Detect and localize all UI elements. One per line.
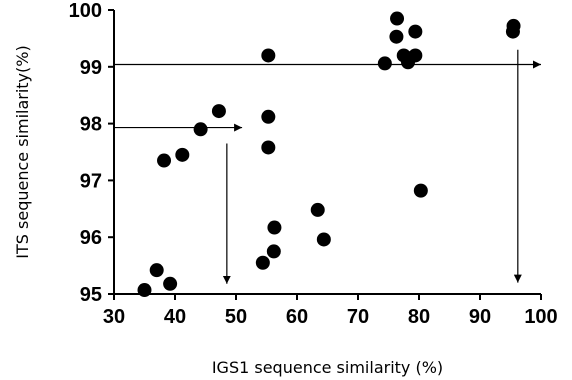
data-point [175, 147, 190, 162]
data-point [389, 29, 404, 44]
y-tick-label: 100 [69, 0, 102, 22]
y-axis-ticks: 95 96 97 98 99 100 [69, 0, 114, 306]
data-point [193, 122, 208, 137]
x-axis-ticks: 30 40 50 60 70 80 90 100 [103, 294, 558, 328]
data-point [390, 11, 405, 26]
data-point [211, 104, 226, 119]
y-tick-label: 98 [80, 114, 102, 136]
data-point [261, 109, 276, 124]
data-point [408, 48, 423, 63]
x-tick-label: 100 [524, 306, 557, 328]
axes [113, 10, 541, 295]
data-point [377, 56, 392, 71]
data-point [261, 48, 276, 63]
data-point [157, 153, 172, 168]
data-point [506, 18, 521, 33]
data-point [408, 24, 423, 39]
x-tick-label: 60 [286, 306, 308, 328]
data-point [267, 220, 282, 235]
x-tick-label: 50 [225, 306, 247, 328]
data-point [316, 232, 331, 247]
x-tick-label: 70 [347, 306, 369, 328]
y-tick-label: 96 [80, 227, 102, 249]
data-point [261, 140, 276, 155]
data-point [310, 202, 325, 217]
data-point [255, 255, 270, 270]
data-point [163, 276, 178, 291]
arrow-annotations [114, 49, 541, 284]
x-tick-label: 40 [164, 306, 186, 328]
y-tick-label: 99 [80, 57, 102, 79]
x-tick-label: 90 [469, 306, 491, 328]
y-axis-title: ITS sequence similarity(%) [13, 45, 32, 258]
data-point [149, 263, 164, 278]
data-point [137, 283, 152, 298]
x-axis-title: IGS1 sequence similarity (%) [212, 358, 443, 377]
x-tick-label: 30 [103, 306, 125, 328]
data-point [266, 244, 281, 259]
y-tick-label: 97 [80, 170, 102, 192]
data-point [413, 183, 428, 198]
data-points [137, 11, 521, 298]
x-tick-label: 80 [408, 306, 430, 328]
y-tick-label: 95 [80, 284, 102, 306]
